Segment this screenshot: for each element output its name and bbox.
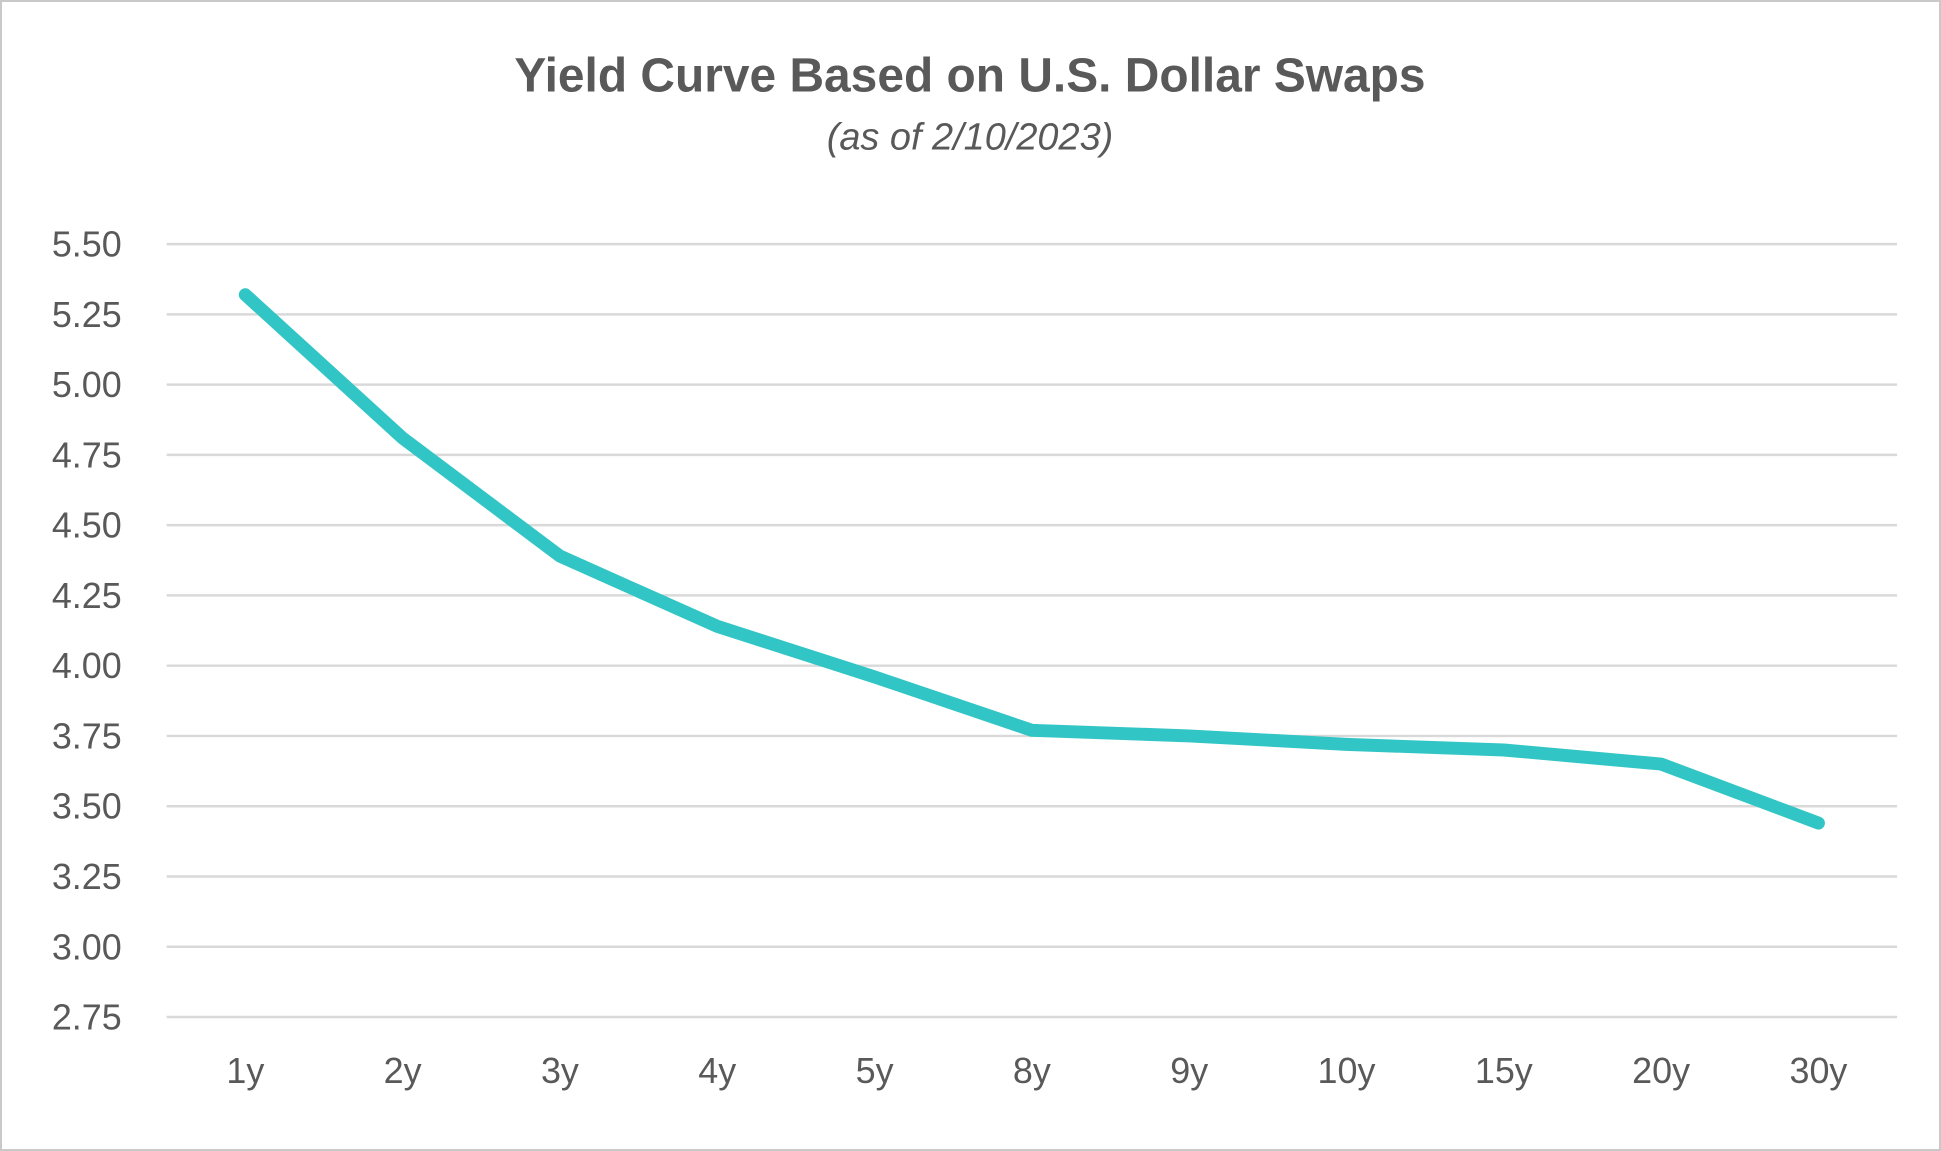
- x-tick-label: 4y: [698, 1051, 736, 1091]
- y-tick-label: 5.00: [52, 365, 122, 405]
- x-axis-labels: 1y 2y 3y 4y 5y 8y 9y 10y 15y 20y 30y: [226, 1051, 1847, 1091]
- chart-subtitle: (as of 2/10/2023): [827, 117, 1114, 159]
- x-tick-label: 30y: [1789, 1051, 1847, 1091]
- y-tick-label: 3.00: [52, 927, 122, 967]
- y-tick-label: 3.75: [52, 717, 122, 757]
- gridlines: [166, 242, 1898, 1019]
- chart-title: Yield Curve Based on U.S. Dollar Swaps: [514, 50, 1425, 103]
- y-tick-label: 4.00: [52, 646, 122, 686]
- y-tick-label: 3.25: [52, 857, 122, 897]
- x-tick-label: 10y: [1318, 1051, 1376, 1091]
- yield-curve-line: [238, 288, 1825, 830]
- y-tick-label: 4.75: [52, 435, 122, 475]
- y-tick-label: 3.50: [52, 787, 122, 827]
- x-tick-label: 2y: [384, 1051, 422, 1091]
- y-tick-label: 4.25: [52, 576, 122, 616]
- y-tick-label: 5.50: [52, 225, 122, 265]
- y-tick-label: 2.75: [52, 998, 122, 1038]
- x-tick-label: 1y: [226, 1051, 264, 1091]
- y-tick-label: 4.50: [52, 506, 122, 546]
- x-tick-label: 3y: [541, 1051, 579, 1091]
- y-tick-label: 5.25: [52, 295, 122, 335]
- x-tick-label: 5y: [856, 1051, 894, 1091]
- series-line: [238, 288, 1825, 830]
- y-axis-labels: 5.50 5.25 5.00 4.75 4.50 4.25 4.00 3.75 3.50 3.25…: [52, 225, 122, 1038]
- x-tick-label: 15y: [1475, 1051, 1533, 1091]
- x-tick-label: 20y: [1632, 1051, 1690, 1091]
- x-tick-label: 9y: [1170, 1051, 1208, 1091]
- x-tick-label: 8y: [1013, 1051, 1051, 1091]
